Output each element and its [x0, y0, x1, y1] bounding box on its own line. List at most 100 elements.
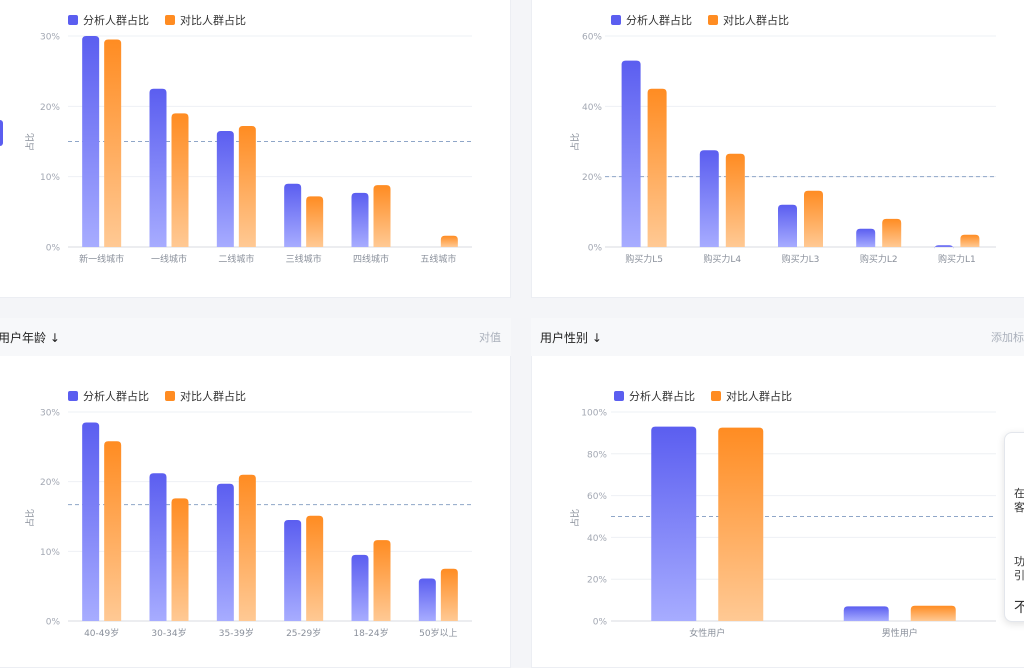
- y-tick-label: 10%: [40, 548, 60, 558]
- x-tick-label: 30-34岁: [151, 627, 186, 639]
- legend-age: 分析人群占比 对比人群占比: [68, 388, 246, 404]
- x-tick-label: 40-49岁: [84, 627, 119, 639]
- y-tick-label: 30%: [40, 409, 60, 419]
- bar-analysis[interactable]: [651, 426, 697, 621]
- bar-compare[interactable]: [238, 474, 256, 621]
- legend-item-analysis[interactable]: 分析人群占比: [614, 388, 695, 404]
- bar-analysis[interactable]: [82, 36, 100, 247]
- bar-analysis[interactable]: [699, 150, 719, 247]
- legend-item-compare[interactable]: 对比人群占比: [711, 388, 792, 404]
- legend-item-compare[interactable]: 对比人群占比: [165, 12, 246, 28]
- section-header-action[interactable]: 对值: [479, 331, 501, 344]
- legend-swatch-compare: [711, 391, 721, 401]
- y-tick-label: 20%: [40, 478, 60, 488]
- bar-compare[interactable]: [718, 427, 764, 621]
- bar-compare[interactable]: [960, 234, 980, 247]
- section-title-label: 用户性别: [540, 331, 589, 345]
- x-tick-label: 女性用户: [689, 627, 725, 639]
- y-axis-label: 占比: [24, 133, 36, 151]
- y-tick-label: 0%: [46, 244, 61, 254]
- bar-analysis[interactable]: [621, 60, 641, 247]
- bar-compare[interactable]: [104, 441, 122, 621]
- bar-analysis[interactable]: [82, 422, 100, 621]
- x-tick-label: 购买力L1: [938, 253, 976, 265]
- bar-compare[interactable]: [804, 190, 823, 247]
- popup-text: 引: [1014, 569, 1024, 582]
- bar-analysis[interactable]: [843, 606, 889, 621]
- section-header-gender: 用户性别 ↓ 添加标: [531, 318, 1024, 356]
- y-tick-label: 20%: [587, 576, 607, 586]
- x-tick-label: 购买力L5: [625, 253, 663, 265]
- legend-swatch-analysis: [68, 391, 78, 401]
- bar-compare[interactable]: [882, 218, 902, 247]
- x-tick-label: 25-29岁: [286, 627, 321, 639]
- bar-analysis[interactable]: [149, 88, 167, 247]
- y-tick-label: 60%: [582, 33, 602, 43]
- chart-card-purchasing-power: [531, 0, 1024, 298]
- section-title-age[interactable]: 用户年龄 ↓: [0, 329, 60, 346]
- bar-compare[interactable]: [104, 39, 122, 248]
- y-tick-label: 10%: [40, 173, 60, 183]
- legend-city: 分析人群占比 对比人群占比: [68, 12, 246, 28]
- x-tick-label: 18-24岁: [353, 627, 388, 639]
- floating-helper-popup[interactable]: 在 客 功 引 不: [1004, 432, 1024, 622]
- popup-text: 在: [1014, 487, 1024, 500]
- y-tick-label: 20%: [40, 103, 60, 113]
- bar-compare[interactable]: [171, 498, 189, 621]
- x-tick-label: 男性用户: [882, 627, 918, 639]
- x-tick-label: 新一线城市: [79, 253, 124, 265]
- legend-item-analysis[interactable]: 分析人群占比: [611, 12, 692, 28]
- bar-compare[interactable]: [910, 605, 956, 621]
- y-tick-label: 0%: [588, 244, 603, 254]
- bar-analysis[interactable]: [351, 554, 369, 621]
- x-tick-label: 购买力L4: [703, 253, 741, 265]
- bar-compare[interactable]: [647, 88, 667, 247]
- bar-analysis[interactable]: [216, 483, 234, 621]
- legend-label-analysis: 分析人群占比: [626, 14, 692, 27]
- bar-analysis[interactable]: [284, 519, 302, 621]
- section-title-label: 用户年龄: [0, 331, 47, 345]
- legend-swatch-compare: [708, 15, 718, 25]
- section-title-gender[interactable]: 用户性别 ↓: [540, 329, 602, 346]
- bar-analysis[interactable]: [216, 130, 234, 247]
- legend-label-compare: 对比人群占比: [180, 14, 246, 27]
- x-tick-label: 35-39岁: [219, 627, 254, 639]
- x-tick-label: 三线城市: [286, 253, 322, 265]
- legend-item-analysis[interactable]: 分析人群占比: [68, 12, 149, 28]
- legend-item-analysis[interactable]: 分析人群占比: [68, 388, 149, 404]
- bar-analysis[interactable]: [856, 228, 876, 247]
- bar-compare[interactable]: [725, 153, 745, 247]
- popup-text: 功: [1014, 555, 1024, 568]
- bar-compare[interactable]: [373, 185, 391, 247]
- bar-analysis[interactable]: [934, 245, 954, 250]
- bar-compare[interactable]: [373, 540, 391, 621]
- bar-analysis[interactable]: [284, 183, 302, 247]
- x-tick-label: 购买力L2: [860, 253, 898, 265]
- bar-compare[interactable]: [306, 515, 324, 621]
- sort-arrow-icon[interactable]: ↓: [49, 331, 60, 345]
- bar-compare[interactable]: [440, 235, 458, 247]
- bar-analysis[interactable]: [351, 192, 369, 247]
- legend-item-compare[interactable]: 对比人群占比: [708, 12, 789, 28]
- bar-compare[interactable]: [171, 113, 189, 247]
- popup-text: 不: [1014, 600, 1024, 616]
- legend-item-compare[interactable]: 对比人群占比: [165, 388, 246, 404]
- y-tick-label: 0%: [593, 618, 608, 628]
- legend-purchasing-power: 分析人群占比 对比人群占比: [611, 12, 789, 28]
- bar-compare[interactable]: [440, 568, 458, 621]
- bar-compare[interactable]: [306, 196, 324, 247]
- bar-analysis[interactable]: [778, 204, 797, 247]
- bar-analysis[interactable]: [418, 578, 436, 621]
- y-tick-label: 40%: [582, 103, 602, 113]
- bar-analysis[interactable]: [149, 473, 167, 621]
- legend-swatch-analysis: [68, 15, 78, 25]
- section-header-action[interactable]: 添加标: [991, 331, 1024, 344]
- legend-label-compare: 对比人群占比: [726, 390, 792, 403]
- bar-compare[interactable]: [238, 126, 256, 247]
- x-tick-label: 50岁以上: [419, 627, 457, 639]
- y-tick-label: 30%: [40, 33, 60, 43]
- left-edge-tab[interactable]: [0, 120, 3, 146]
- legend-swatch-analysis: [611, 15, 621, 25]
- sort-arrow-icon[interactable]: ↓: [591, 331, 602, 345]
